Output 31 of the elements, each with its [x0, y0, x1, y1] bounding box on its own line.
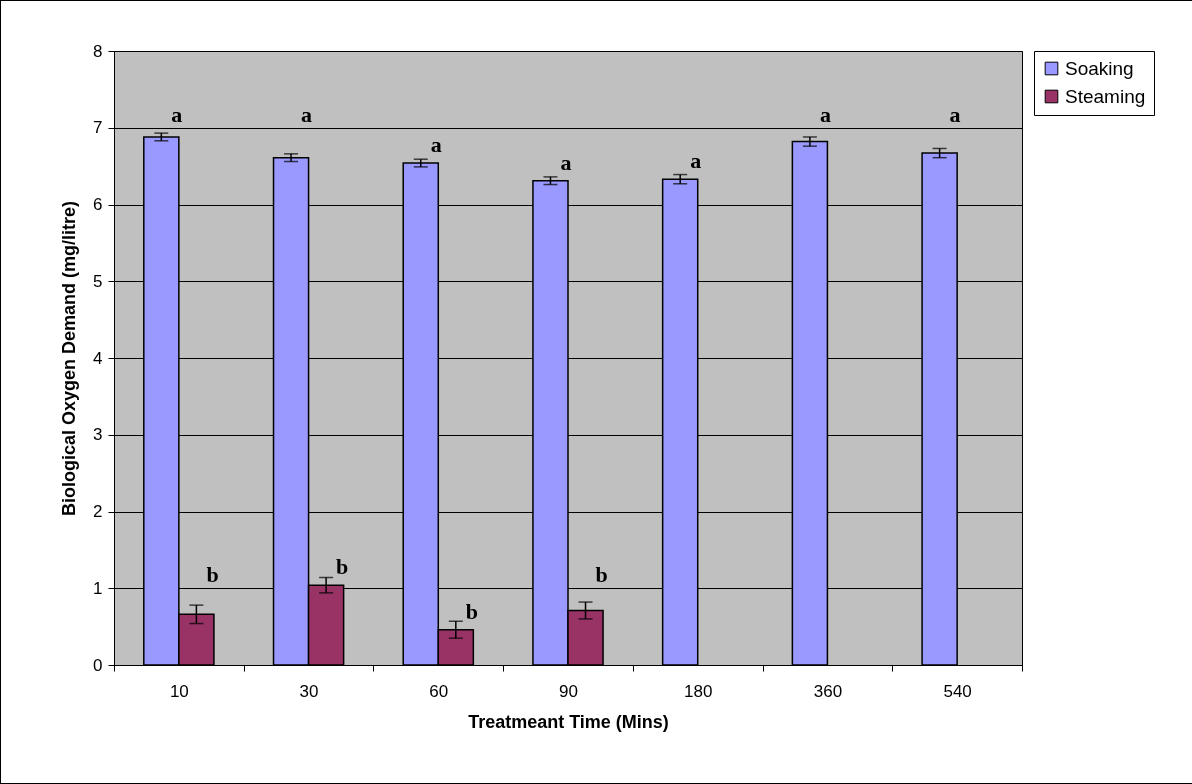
x-tick-label: 540: [943, 681, 972, 701]
x-tick-label: 360: [813, 681, 843, 701]
y-tick-label: 7: [93, 118, 103, 138]
annotation: b: [465, 598, 479, 624]
annotation: a: [819, 101, 831, 127]
x-tick-label: 180: [684, 681, 713, 701]
annotation: b: [206, 562, 219, 588]
annotation: a: [171, 101, 183, 127]
x-tick-label: 30: [299, 681, 319, 701]
annotation: a: [301, 101, 313, 127]
annotation: a: [430, 132, 442, 158]
y-axis-title: Biological Oxygen Demand (mg/litre): [59, 200, 80, 517]
annotation: a: [949, 101, 961, 127]
annotation: a: [560, 149, 572, 175]
x-tick-label: 90: [559, 681, 578, 701]
x-axis-title: Treatmeant Time (Mins): [468, 711, 669, 732]
legend-label: Soaking: [1065, 57, 1134, 79]
annotation: b: [336, 554, 349, 580]
x-tick-label: 10: [169, 681, 189, 701]
y-tick-label: 8: [93, 41, 103, 61]
y-tick-label: 6: [93, 195, 103, 214]
legend-label: Steaming: [1065, 85, 1146, 107]
y-tick-label: 2: [93, 502, 103, 521]
y-tick-label: 1: [93, 578, 103, 598]
annotation: a: [690, 148, 702, 174]
y-tick-label: 0: [93, 655, 103, 675]
y-tick-label: 5: [93, 271, 103, 291]
annotation: b: [595, 562, 608, 588]
x-tick-label: 60: [429, 681, 449, 701]
y-tick-label: 3: [93, 425, 103, 445]
y-tick-label: 4: [93, 348, 103, 368]
